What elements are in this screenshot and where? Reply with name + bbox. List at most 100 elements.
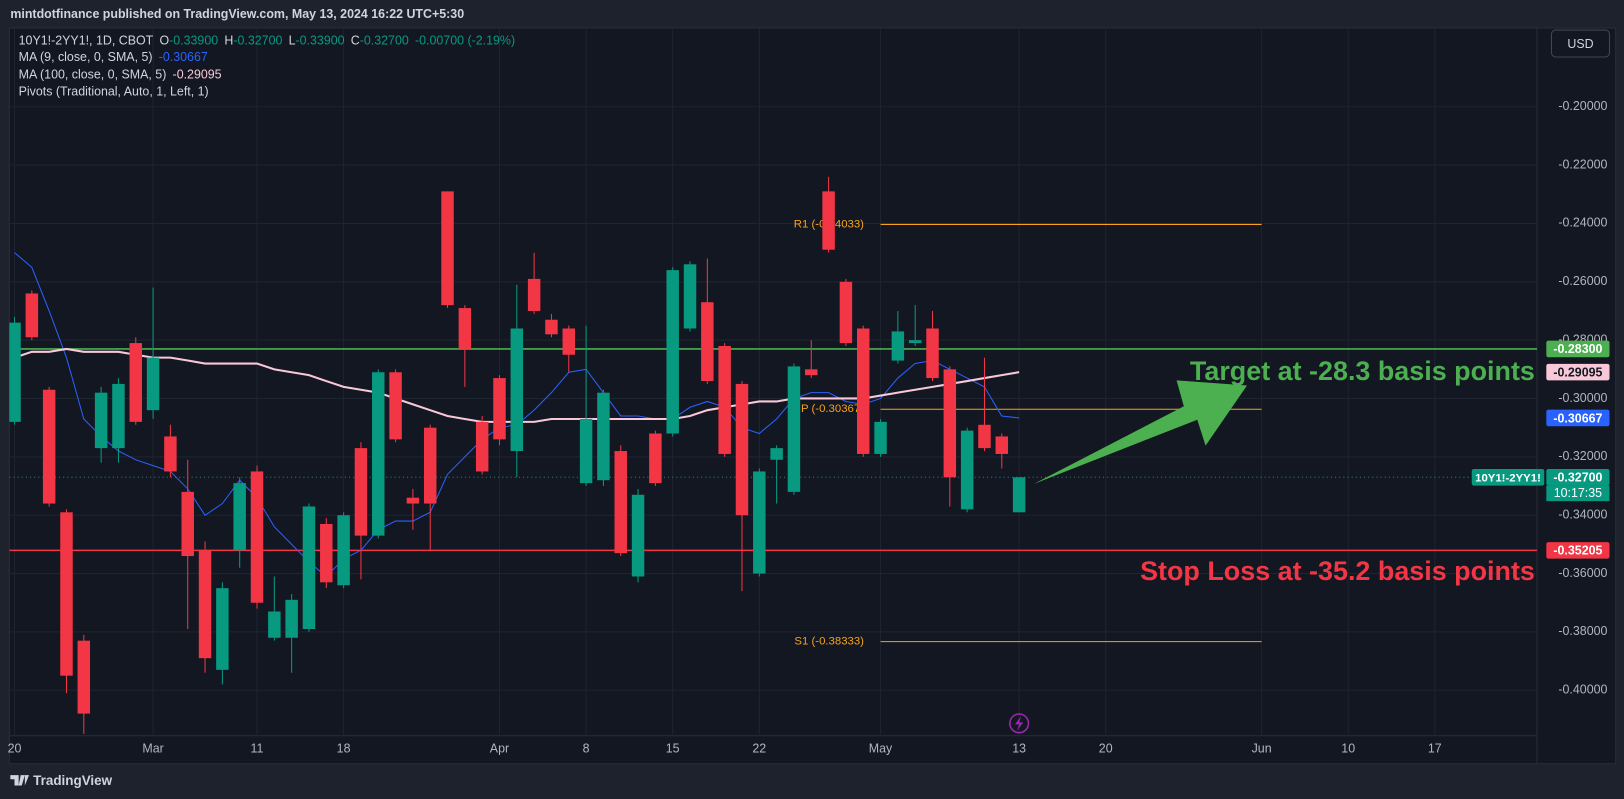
x-tick-label: 15	[666, 742, 680, 756]
candle-body	[510, 328, 524, 452]
level-tag-box	[1546, 340, 1610, 358]
currency-button[interactable]: USD	[1550, 29, 1611, 58]
x-tick-label: 8	[583, 742, 590, 756]
countdown: 10:17:35	[1554, 486, 1602, 500]
y-tick-label: -0.36000	[1558, 566, 1607, 580]
y-tick-label: -0.30000	[1558, 391, 1607, 405]
candle-body	[805, 369, 818, 376]
candle-body	[891, 331, 905, 361]
last-price-tag-box	[1546, 468, 1610, 486]
y-tick-label: -0.40000	[1558, 683, 1607, 697]
candle-body	[164, 436, 177, 472]
axes: -0.20000-0.22000-0.24000-0.26000-0.28000…	[8, 99, 1610, 756]
candle-body	[198, 550, 212, 659]
candle-body	[25, 293, 39, 338]
candle-body	[146, 357, 160, 411]
x-tick-label: 20	[1099, 742, 1113, 756]
x-tick-label: Mar	[142, 742, 163, 756]
legend: 10Y1!-2YY1!, 1D, CBOT O-0.33900 H-0.32700 L…	[19, 34, 515, 99]
candle-body	[960, 430, 974, 510]
y-tick-label: -0.32000	[1558, 449, 1607, 463]
annotation: Target at -28.3 basis points	[1190, 356, 1535, 386]
candle-body	[354, 448, 368, 536]
y-tick-label: -0.22000	[1558, 157, 1607, 171]
ma-tag-box	[1546, 409, 1610, 427]
candle-body	[268, 611, 281, 638]
x-tick-label: 18	[337, 742, 351, 756]
candle-body	[94, 392, 108, 449]
alert-circle[interactable]	[1009, 713, 1030, 734]
candle-body	[579, 418, 593, 484]
legend-ma-value: -0.30667	[159, 50, 208, 64]
candle-body	[493, 378, 506, 440]
candle-body	[337, 515, 350, 586]
x-tick-label: 10	[1341, 742, 1355, 756]
y-tick-label: -0.20000	[1558, 99, 1607, 113]
legend-value: -0.33900	[296, 34, 345, 48]
candle-body	[597, 392, 610, 481]
level-tag: -0.35205	[1553, 544, 1602, 558]
y-tick-label: -0.24000	[1558, 216, 1607, 230]
plot: R1 (-0.24033)P (-0.30367)S1 (-0.38333)	[9, 176, 1538, 735]
legend-value: -0.33900	[169, 34, 218, 48]
candle-body	[285, 599, 298, 638]
candle-body	[926, 328, 939, 379]
legend-ma100: MA (100, close, 0, SMA, 5) -0.29095	[19, 68, 222, 82]
ma-tag-box	[1546, 363, 1610, 381]
legend-ma9: MA (9, close, 0, SMA, 5) -0.30667	[19, 50, 208, 64]
candle-body	[839, 281, 853, 344]
candle-body	[216, 588, 229, 670]
candle-body	[42, 389, 56, 504]
candle-body	[614, 451, 627, 554]
candle-body	[545, 319, 558, 335]
legend-symbol-row: 10Y1!-2YY1!, 1D, CBOT O-0.33900 H-0.32700 L…	[19, 34, 515, 48]
candle-body	[372, 372, 385, 536]
alert-icon[interactable]	[1009, 713, 1030, 734]
candle-body	[718, 345, 731, 454]
candle-body	[701, 302, 714, 382]
x-tick-label: 22	[752, 742, 766, 756]
candle-body	[181, 491, 194, 557]
candle-body	[129, 343, 142, 422]
alert-bolt[interactable]	[1015, 716, 1024, 731]
y-tick-label: -0.34000	[1558, 507, 1607, 521]
candle-body	[649, 433, 662, 484]
candle-body	[406, 497, 420, 504]
candle-body	[735, 383, 749, 516]
legend-pivots: Pivots (Traditional, Auto, 1, Left, 1)	[19, 85, 209, 99]
legend-ma-name: MA (9, close, 0, SMA, 5)	[19, 50, 153, 64]
candle-body	[9, 322, 21, 422]
candle-body	[233, 483, 246, 551]
candle-body	[77, 640, 91, 714]
currency-button-box[interactable]	[1550, 29, 1611, 58]
candle-body	[874, 421, 887, 454]
legend-ma-value: -0.29095	[173, 68, 222, 82]
ma-tag: -0.30667	[1553, 411, 1602, 425]
candle-body	[856, 328, 870, 454]
candle-body	[527, 278, 541, 311]
pivot-label: S1 (-0.38333)	[794, 636, 864, 648]
candle-body	[112, 383, 125, 449]
candle-body	[320, 523, 333, 583]
legend-change: -0.00700 (-2.19%)	[415, 34, 515, 48]
candle-body	[441, 191, 454, 306]
symbol-tag: 10Y1!-2YY1!	[1475, 472, 1541, 484]
currency-label[interactable]: USD	[1567, 37, 1593, 51]
x-tick-label: 13	[1012, 742, 1026, 756]
y-tick-label: -0.26000	[1558, 274, 1607, 288]
candle-body	[908, 340, 922, 344]
candle-body	[475, 421, 489, 472]
published-line: mintdotfinance published on TradingView.…	[10, 7, 464, 21]
symbol-tag-box	[1471, 468, 1545, 486]
y-tick-label: -0.38000	[1558, 624, 1607, 638]
candle-body	[995, 436, 1009, 454]
legend-key: O	[159, 34, 169, 48]
legend-value: -0.32700	[233, 34, 282, 48]
chart-pane	[8, 27, 1617, 765]
legend-value: -0.32700	[360, 34, 409, 48]
candle-body	[60, 512, 73, 676]
candle-body	[683, 264, 697, 329]
candle-body	[423, 427, 437, 504]
